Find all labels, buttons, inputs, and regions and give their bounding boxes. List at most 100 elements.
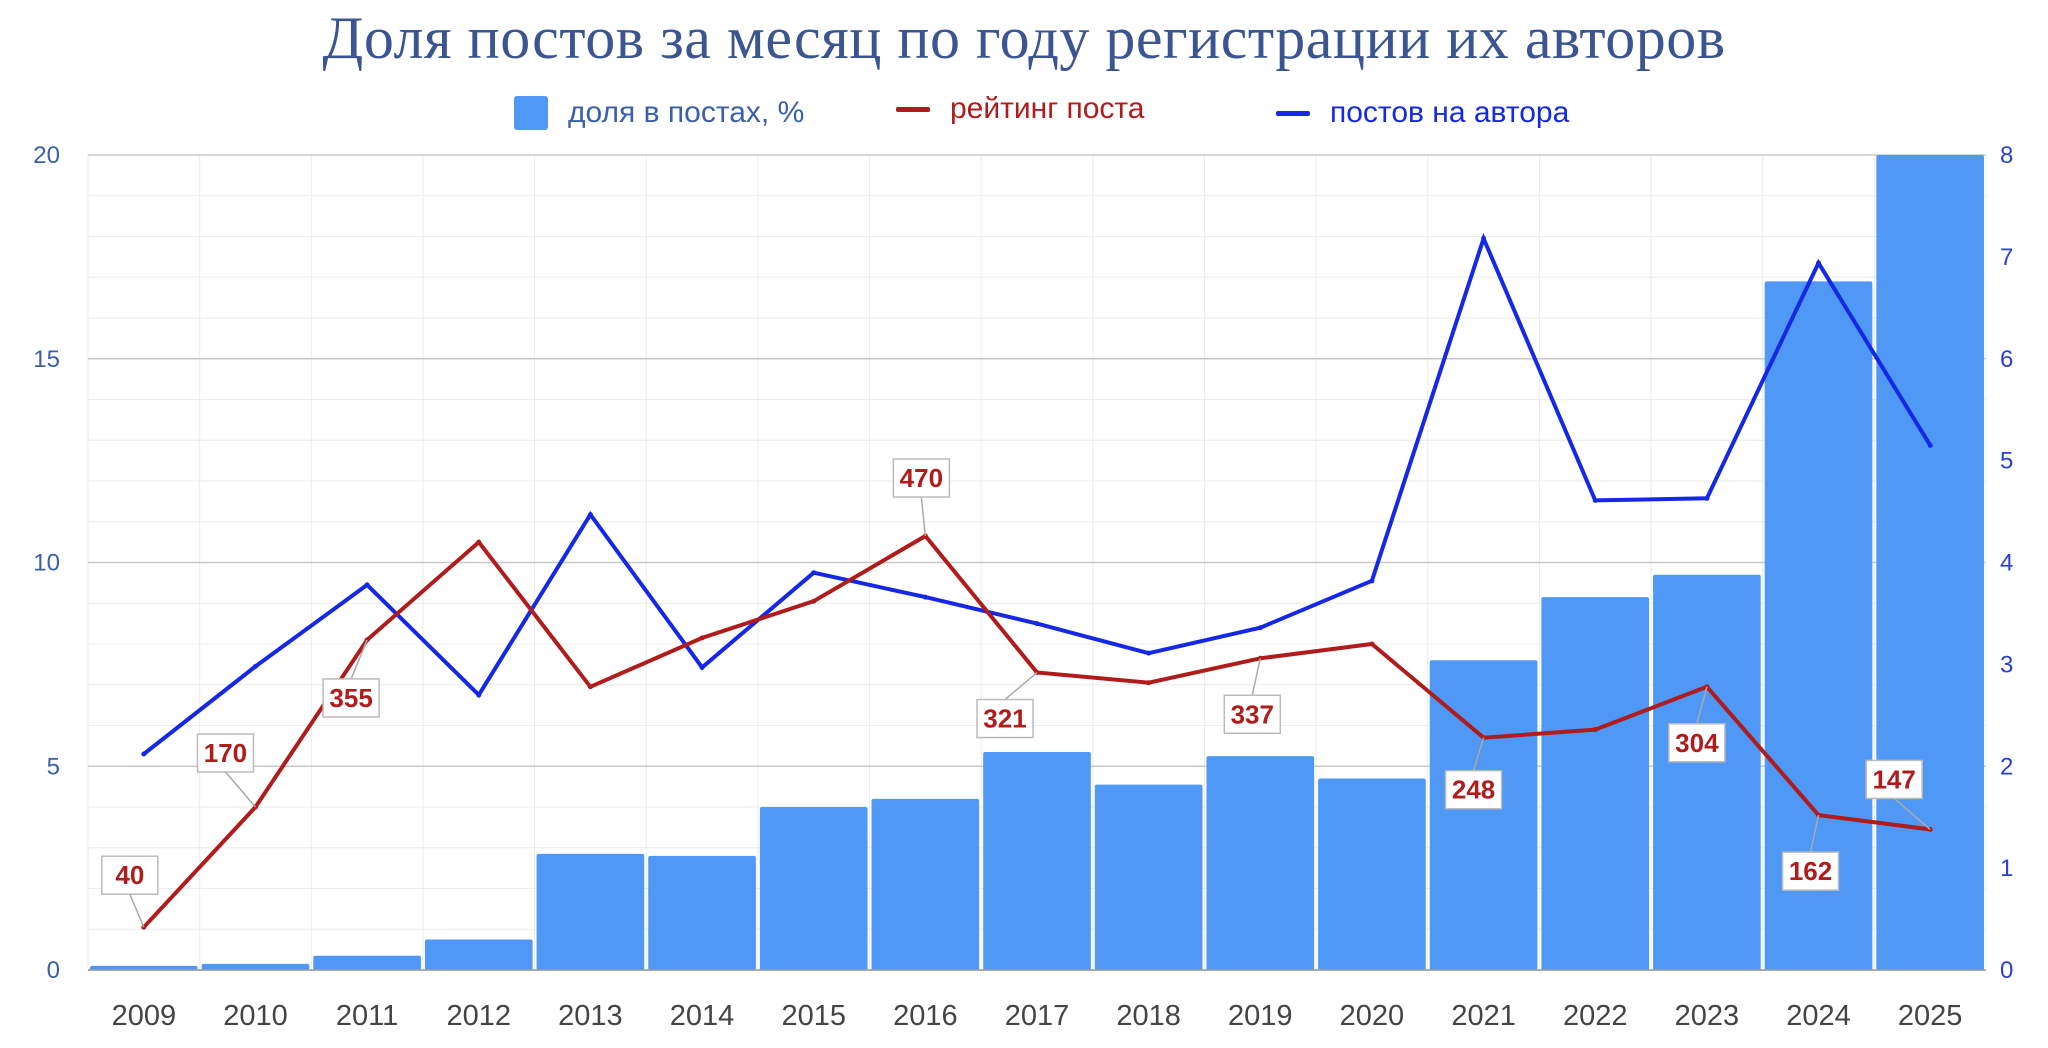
legend-label-share: доля в постах, % [568, 96, 805, 129]
bar-2022 [1541, 597, 1650, 970]
data-label-leader [1472, 737, 1485, 771]
data-label-2011: 355 [322, 639, 380, 718]
line-rating-point-2013 [587, 684, 593, 690]
data-label-box [1444, 769, 1503, 810]
bar-2017 [983, 751, 1091, 970]
y-right-tick-label: 0 [2000, 957, 2013, 984]
line-posts-per-author-point-2016 [922, 594, 928, 600]
y-right-tick-label: 4 [2000, 550, 2013, 577]
y-left-tick-label: 15 [33, 346, 60, 373]
x-tick-label: 2011 [336, 1000, 398, 1032]
line-posts-per-author-point-2023 [1704, 495, 1710, 501]
data-label-leader [1893, 797, 1931, 830]
data-label-text: 248 [1452, 775, 1495, 805]
line-posts-per-author-point-2013 [587, 512, 593, 518]
data-label-text: 304 [1675, 728, 1719, 758]
y-right-tick-label: 7 [2000, 244, 2013, 271]
data-label-leader [1004, 671, 1038, 701]
data-label-2009: 40 [101, 855, 159, 928]
x-tick-label: 2017 [1005, 1000, 1070, 1032]
line-posts-per-author-point-2012 [476, 692, 482, 698]
line-posts-per-author-point-2017 [1034, 621, 1040, 627]
line-posts-per-author-point-2014 [699, 664, 705, 670]
x-tick-label: 2013 [558, 1000, 623, 1032]
data-label-leader [1251, 658, 1262, 696]
bar-2020 [1318, 778, 1426, 970]
data-label-box [1865, 759, 1923, 800]
y-right-tick-label: 6 [2000, 346, 2013, 373]
legend-item-share[interactable]: доля в постах, % [514, 96, 804, 130]
legend-swatch-line-icon [1276, 110, 1310, 116]
data-label-2017: 321 [976, 671, 1038, 739]
legend-label-rating: рейтинг поста [950, 92, 1145, 125]
line-rating-point-2022 [1592, 727, 1598, 733]
data-label-leader [224, 771, 257, 808]
x-tick-label: 2012 [447, 1000, 512, 1032]
data-label-text: 170 [204, 738, 247, 768]
legend-label-posts-per-author: постов на автора [1330, 96, 1570, 129]
data-label-2021: 248 [1444, 737, 1503, 810]
line-rating-point-2020 [1369, 641, 1375, 647]
legend-swatch-line-icon [896, 106, 930, 112]
line-posts-per-author-point-2021 [1481, 236, 1487, 242]
x-tick-label: 2016 [893, 1000, 958, 1032]
data-label-box [1223, 694, 1282, 735]
data-label-2023: 304 [1668, 686, 1726, 763]
data-label-box [1668, 723, 1726, 763]
y-right-tick-label: 8 [2000, 142, 2013, 169]
data-label-text: 147 [1872, 764, 1915, 794]
line-posts-per-author-point-2011 [364, 582, 370, 588]
x-tick-label: 2023 [1675, 1000, 1740, 1032]
y-right-tick-label: 1 [2000, 855, 2013, 882]
bar-2024 [1764, 281, 1873, 970]
bar-2023 [1653, 574, 1761, 970]
bar-2013 [536, 853, 645, 970]
chart-title: Доля постов за месяц по году регистрации… [322, 5, 1726, 71]
data-label-2010: 170 [196, 733, 257, 808]
line-posts-per-author-point-2019 [1257, 625, 1263, 631]
legend-swatch-bar-icon [514, 96, 548, 130]
x-tick-label: 2020 [1340, 1000, 1405, 1032]
legend-item-posts-per-author[interactable]: постов на автора [1276, 96, 1569, 130]
data-label-box [196, 733, 255, 773]
y-right-tick-label: 3 [2000, 651, 2013, 678]
data-label-leader [920, 496, 927, 537]
bar-2009 [90, 965, 198, 970]
x-tick-label: 2018 [1116, 1000, 1181, 1032]
x-tick-label: 2010 [223, 1000, 288, 1032]
line-posts-per-author-point-2010 [252, 663, 258, 669]
x-tick-label: 2014 [670, 1000, 735, 1032]
bar-2011 [313, 955, 421, 970]
data-label-2025: 147 [1865, 759, 1931, 830]
x-tick-label: 2015 [781, 1000, 846, 1032]
line-posts-per-author-point-2020 [1369, 578, 1375, 584]
line-posts-per-author-point-2018 [1146, 650, 1152, 656]
x-tick-label: 2024 [1786, 1000, 1851, 1032]
bar-2015 [759, 807, 868, 970]
y-left-tick-label: 0 [47, 957, 60, 984]
data-label-leader [350, 639, 368, 680]
data-label-text: 337 [1231, 699, 1274, 729]
x-tick-label: 2025 [1898, 1000, 1963, 1032]
y-right-tick-label: 2 [2000, 753, 2013, 780]
data-label-box [322, 678, 380, 718]
line-posts-per-author-point-2024 [1816, 260, 1822, 266]
data-label-2019: 337 [1223, 658, 1282, 735]
bar-2012 [424, 939, 533, 970]
bar-2018 [1094, 784, 1203, 970]
bar-2019 [1206, 756, 1315, 970]
data-label-box [976, 698, 1034, 739]
legend-item-rating[interactable]: рейтинг поста [896, 92, 1145, 126]
line-posts-per-author-point-2015 [811, 570, 817, 576]
bar-2014 [648, 855, 756, 970]
line-rating-point-2012 [476, 539, 482, 545]
data-label-leader [1809, 814, 1820, 853]
data-label-text: 470 [900, 463, 943, 493]
x-tick-label: 2009 [112, 1000, 177, 1032]
line-rating-point-2014 [699, 635, 705, 641]
line-posts-per-author-point-2022 [1592, 497, 1598, 503]
y-left-tick-label: 20 [33, 142, 60, 169]
bar-2010 [201, 963, 310, 970]
x-tick-label: 2022 [1563, 1000, 1628, 1032]
